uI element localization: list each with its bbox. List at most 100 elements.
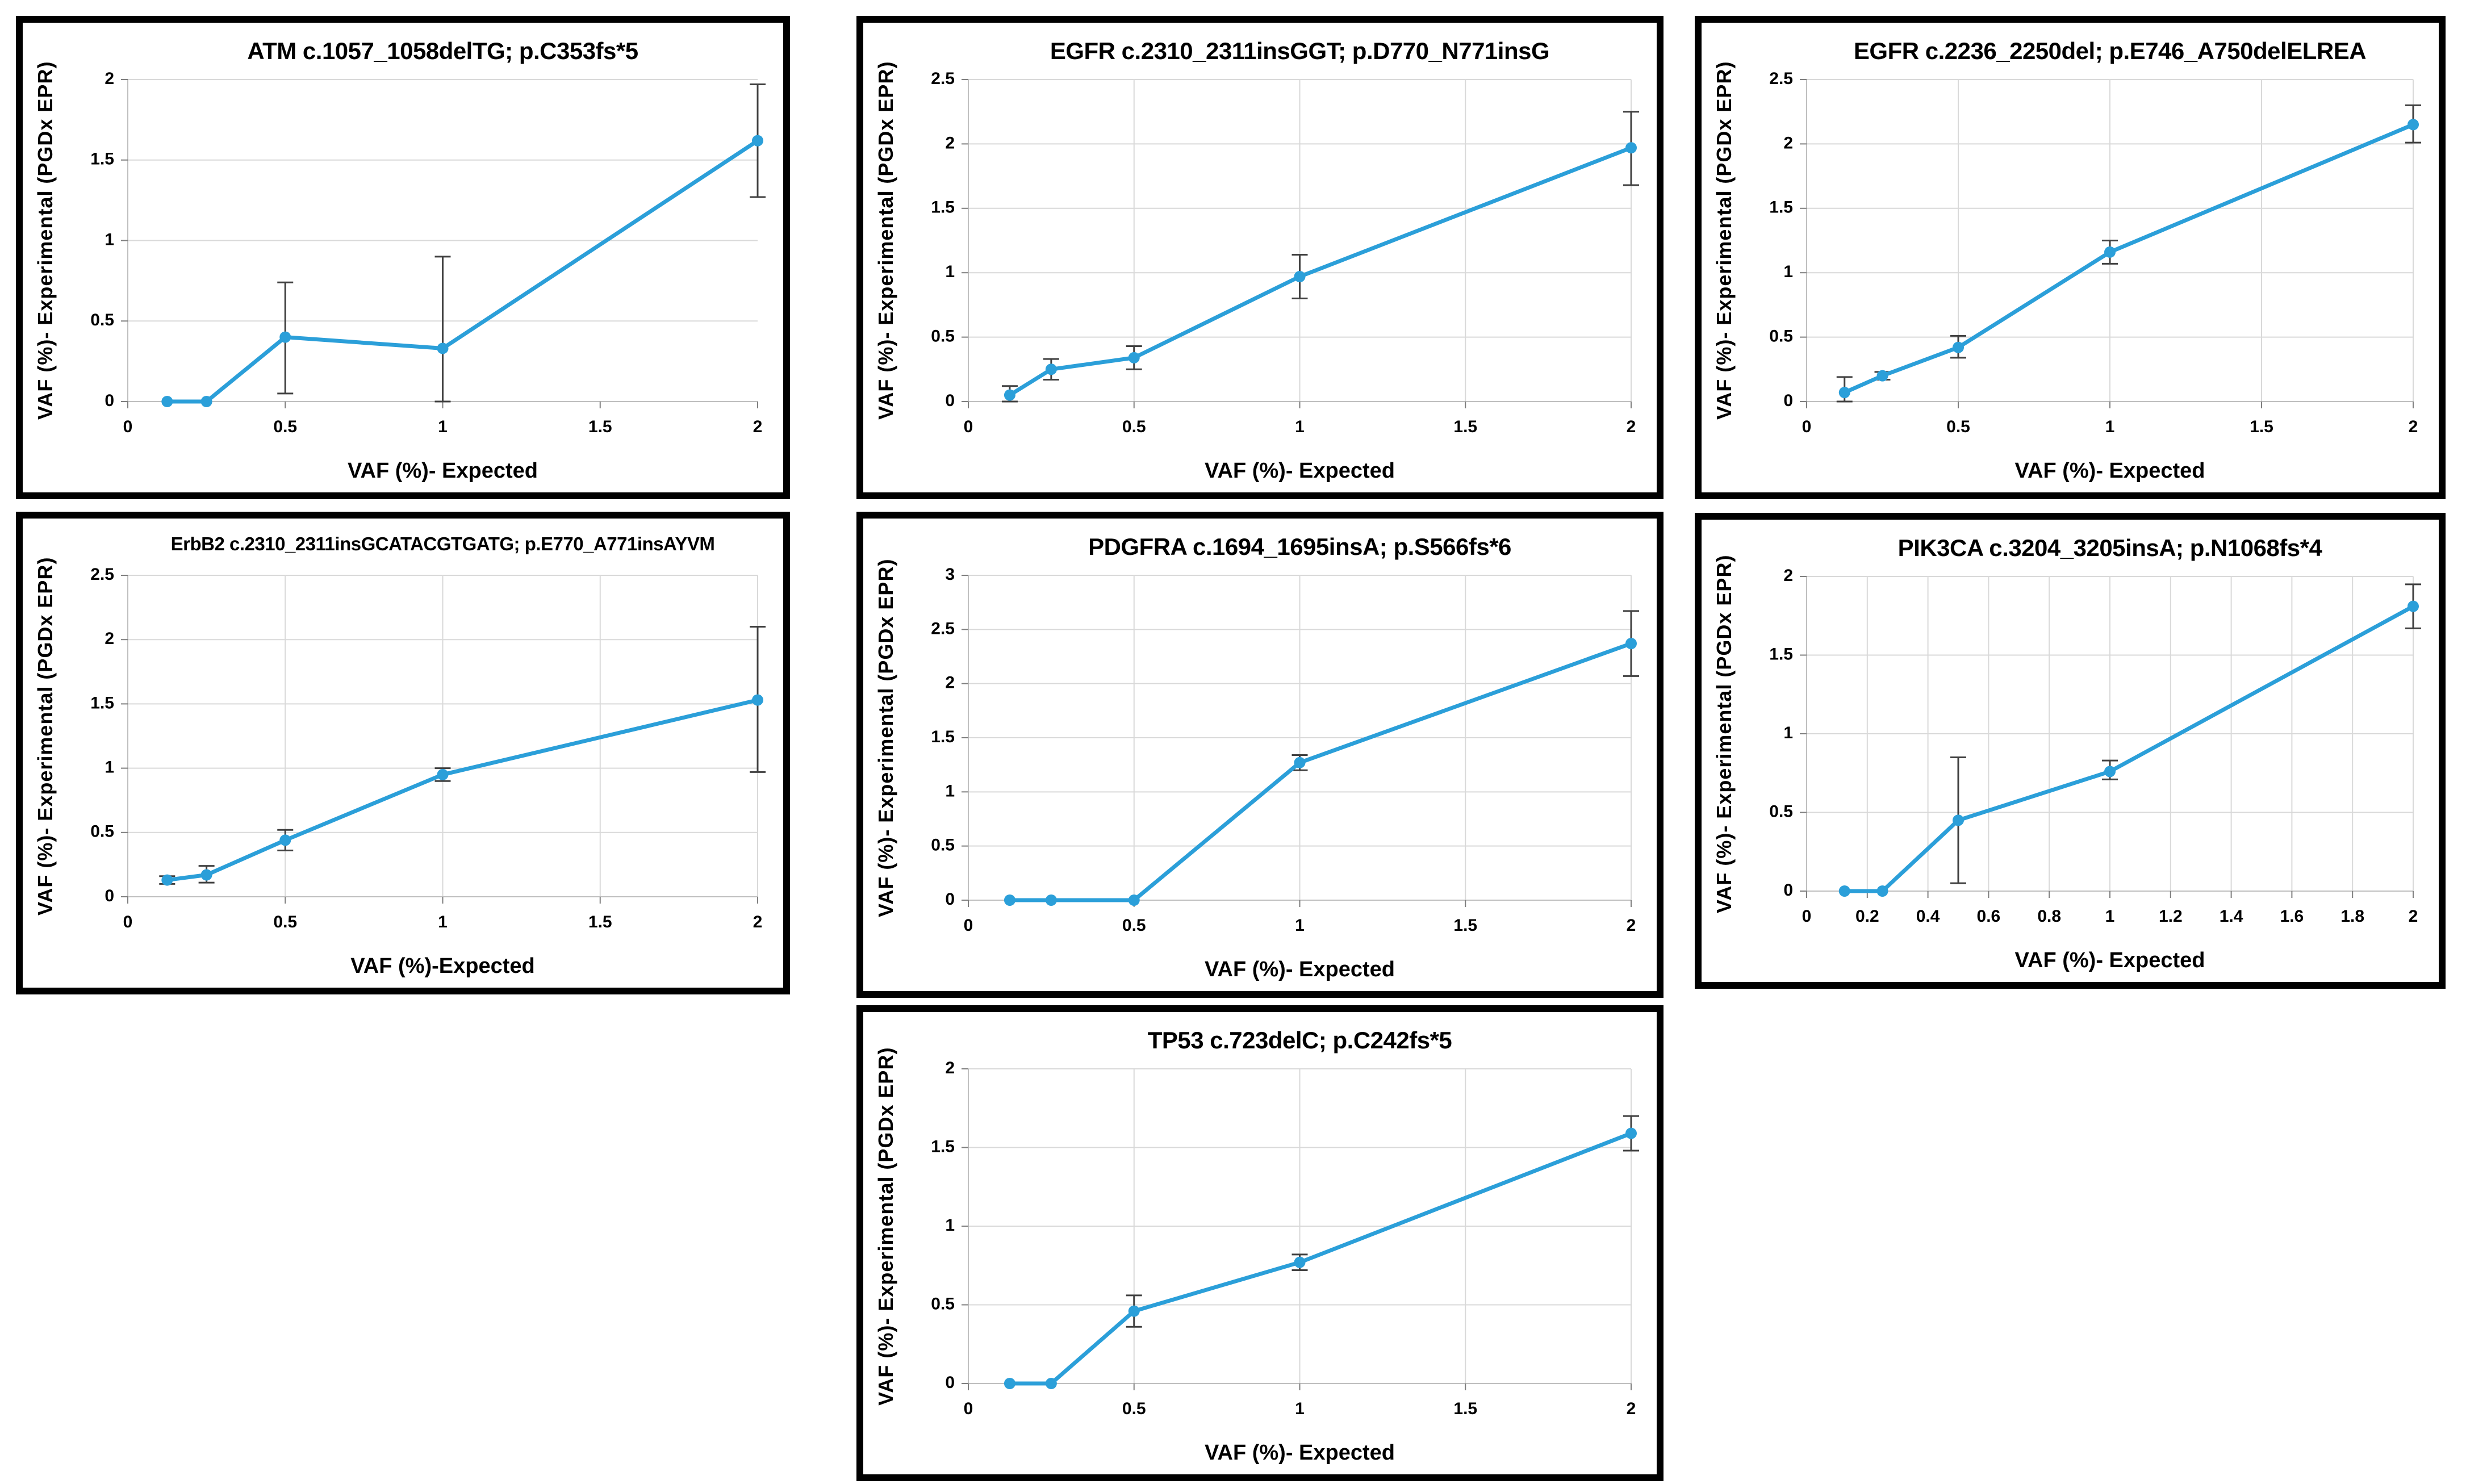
y-tick-label: 3 <box>945 565 955 584</box>
x-tick-label: 2 <box>753 913 763 931</box>
y-tick-label: 1.5 <box>931 198 955 217</box>
y-tick-label: 2.5 <box>931 619 955 638</box>
x-tick-label: 1.5 <box>1453 1399 1477 1418</box>
y-tick-label: 1 <box>1783 262 1793 281</box>
x-tick-label: 2 <box>1627 1399 1636 1418</box>
y-tick-label: 1.5 <box>931 1137 955 1156</box>
data-point <box>1004 1378 1015 1389</box>
y-tick-label: 1.5 <box>1769 645 1793 663</box>
x-tick-label: 2 <box>1627 417 1636 436</box>
y-tick-label: 2 <box>945 674 955 692</box>
x-tick-label: 0 <box>123 417 133 436</box>
chart-title: ErbB2 c.2310_2311insGCATACGTGATG; p.E770… <box>170 533 715 554</box>
x-tick-label: 0 <box>1802 907 1812 926</box>
series-line <box>1008 1131 1633 1386</box>
data-point <box>437 768 449 780</box>
y-tick-label: 0 <box>945 890 955 909</box>
series-line <box>1008 641 1633 902</box>
x-tick-label: 0.5 <box>273 913 297 931</box>
y-tick-label: 2.5 <box>90 565 114 584</box>
data-point <box>2408 119 2419 131</box>
x-tick-label: 2 <box>2409 417 2418 436</box>
plot-area-tp53: 0 0.5 1 1.5 2 0 0.5 1 1.5 2 <box>931 1059 1639 1418</box>
y-tick-label: 0 <box>945 391 955 410</box>
y-tick-label: 0.5 <box>931 327 955 346</box>
data-point <box>437 342 449 354</box>
y-tick-label: 0.5 <box>931 836 955 855</box>
panel-egfr-insggt: EGFR c.2310_2311insGGT; p.D770_N771insG … <box>856 16 1663 499</box>
plot-area-egfr-del: 0 0.5 1 1.5 2 2.5 0 0.5 1 1.5 2 <box>1769 69 2421 436</box>
data-point <box>1876 885 1888 897</box>
x-tick-label: 1.5 <box>588 417 612 436</box>
x-tick-label: 1.4 <box>2220 907 2243 926</box>
x-tick-label: 1.5 <box>588 913 612 931</box>
x-tick-label: 1.5 <box>2250 417 2273 436</box>
series-line <box>165 139 760 404</box>
data-point <box>1294 756 1306 768</box>
data-point <box>1128 894 1140 906</box>
data-point <box>1004 389 1015 401</box>
y-tick-label: 2.5 <box>1769 69 1793 88</box>
y-tick-label: 0 <box>1783 881 1793 900</box>
y-tick-label: 1 <box>1783 724 1793 742</box>
plot-area-pik3ca: 0 0.5 1 1.5 2 0 0.2 0.4 0.6 0.8 1 1.2 1.4 1.6 1.8 2 <box>1769 566 2421 926</box>
x-tick-label: 0.6 <box>1977 907 2001 926</box>
x-tick-label: 1 <box>438 417 448 436</box>
x-tick-label: 1 <box>438 913 448 931</box>
x-tick-label: 0 <box>964 916 973 935</box>
x-tick-label: 2 <box>2409 907 2418 926</box>
series-line <box>1842 122 2415 395</box>
data-point <box>2408 600 2419 612</box>
x-tick-label: 1.5 <box>1453 417 1477 436</box>
x-axis-label: VAF (%)- Expected <box>347 459 538 483</box>
x-axis-label: VAF (%)- Expected <box>2014 948 2205 972</box>
data-point <box>752 694 763 706</box>
x-tick-label: 0.2 <box>1855 907 1879 926</box>
chart-title: ATM c.1057_1058delTG; p.C353fs*5 <box>247 37 638 64</box>
y-tick-label: 1 <box>945 1216 955 1235</box>
data-point <box>1004 894 1015 906</box>
x-tick-label: 1 <box>2105 417 2115 436</box>
x-axis-label: VAF (%)- Expected <box>2014 459 2205 483</box>
panel-erbb2: ErbB2 c.2310_2311insGCATACGTGATG; p.E770… <box>16 512 790 994</box>
x-tick-label: 0.5 <box>1122 1399 1146 1418</box>
x-tick-label: 0.5 <box>273 417 297 436</box>
panel-tp53: TP53 c.723delC; p.C242fs*5 VAF (%)- Expe… <box>856 1005 1663 1481</box>
y-tick-label: 0 <box>105 391 114 410</box>
data-point <box>1838 885 1850 897</box>
x-tick-label: 0 <box>1802 417 1812 436</box>
data-point <box>1294 271 1306 283</box>
x-tick-label: 0.5 <box>1946 417 1970 436</box>
y-tick-label: 2 <box>105 629 114 648</box>
data-point <box>279 834 291 846</box>
y-tick-label: 0.5 <box>90 311 114 329</box>
x-tick-label: 1.6 <box>2280 907 2304 926</box>
chart-title: PIK3CA c.3204_3205insA; p.N1068fs*4 <box>1897 534 2322 561</box>
y-tick-label: 0.5 <box>931 1294 955 1313</box>
data-point <box>1294 1256 1306 1268</box>
data-point <box>200 869 212 881</box>
data-point <box>200 396 212 407</box>
y-tick-label: 0 <box>105 887 114 905</box>
y-tick-label: 1 <box>945 262 955 281</box>
chart-title: EGFR c.2236_2250del; p.E746_A750delELREA <box>1853 37 2367 64</box>
x-tick-label: 0 <box>123 913 133 931</box>
data-point <box>161 396 173 407</box>
panel-atm: ATM c.1057_1058delTG; p.C353fs*5 VAF (%)… <box>16 16 790 499</box>
data-point <box>1838 387 1850 399</box>
data-point <box>2104 246 2116 258</box>
chart-title: EGFR c.2310_2311insGGT; p.D770_N771insG <box>1050 37 1550 64</box>
x-tick-label: 1.2 <box>2159 907 2183 926</box>
y-tick-label: 2.5 <box>931 69 955 88</box>
plot-area-atm: 0 0.5 1 1.5 2 0 0.5 1 1.5 2 <box>90 69 766 436</box>
plot-area-erbb2: 0 0.5 1 1.5 2 2.5 0 0.5 1 1.5 2 <box>90 565 766 931</box>
y-tick-label: 2 <box>945 1059 955 1077</box>
y-tick-label: 1.5 <box>931 728 955 746</box>
y-tick-label: 1.5 <box>1769 198 1793 217</box>
data-point <box>1045 894 1057 906</box>
y-tick-label: 0 <box>945 1373 955 1392</box>
data-point <box>1953 341 1964 353</box>
y-tick-label: 1.5 <box>90 693 114 712</box>
x-tick-label: 0.8 <box>2037 907 2061 926</box>
plot-area-egfr-insggt: 0 0.5 1 1.5 2 2.5 0 0.5 1 1.5 2 <box>931 69 1639 436</box>
